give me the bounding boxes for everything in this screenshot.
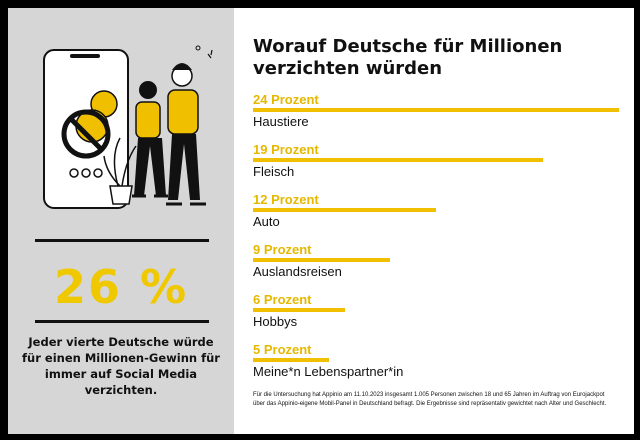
bar (253, 108, 619, 112)
bar-category-label: Hobbys (253, 314, 298, 329)
highlight-percentage: 26 % (53, 260, 189, 314)
bar-item: 6 Prozent Hobbys (253, 292, 623, 338)
bar (253, 258, 390, 262)
bar-category-label: Haustiere (253, 114, 309, 129)
top-divider (35, 239, 209, 242)
highlight-caption: Jeder vierte Deutsche würde für einen Mi… (22, 335, 220, 397)
couple-phone-illustration (43, 45, 213, 209)
bar-value-label: 12 Prozent (253, 192, 319, 207)
bar-item: 5 Prozent Meine*n Lebenspartner*in (253, 342, 623, 388)
left-panel: 26 % Jeder vierte Deutsche würde für ein… (8, 8, 234, 434)
bar (253, 158, 543, 162)
bar-item: 12 Prozent Auto (253, 192, 623, 238)
bar-category-label: Meine*n Lebenspartner*in (253, 364, 404, 379)
chart-title: Worauf Deutsche für Millionen verzichten… (253, 36, 563, 79)
bar-value-label: 6 Prozent (253, 292, 312, 307)
bar-value-label: 9 Prozent (253, 242, 312, 257)
right-panel: Worauf Deutsche für Millionen verzichten… (234, 8, 634, 434)
bar (253, 308, 345, 312)
bar-value-label: 19 Prozent (253, 142, 319, 157)
bar-category-label: Auslandsreisen (253, 264, 342, 279)
footnote: Für die Untersuchung hat Appinio am 11.1… (253, 392, 607, 407)
bar (253, 208, 436, 212)
bar-value-label: 5 Prozent (253, 342, 312, 357)
bar-item: 19 Prozent Fleisch (253, 142, 623, 188)
bottom-divider (35, 320, 209, 323)
bar (253, 358, 329, 362)
bar-category-label: Auto (253, 214, 280, 229)
bar-item: 24 Prozent Haustiere (253, 92, 623, 138)
bar-category-label: Fleisch (253, 164, 295, 179)
bar-item: 9 Prozent Auslandsreisen (253, 242, 623, 288)
bar-value-label: 24 Prozent (253, 92, 319, 107)
infographic-frame: 26 % Jeder vierte Deutsche würde für ein… (3, 3, 637, 437)
